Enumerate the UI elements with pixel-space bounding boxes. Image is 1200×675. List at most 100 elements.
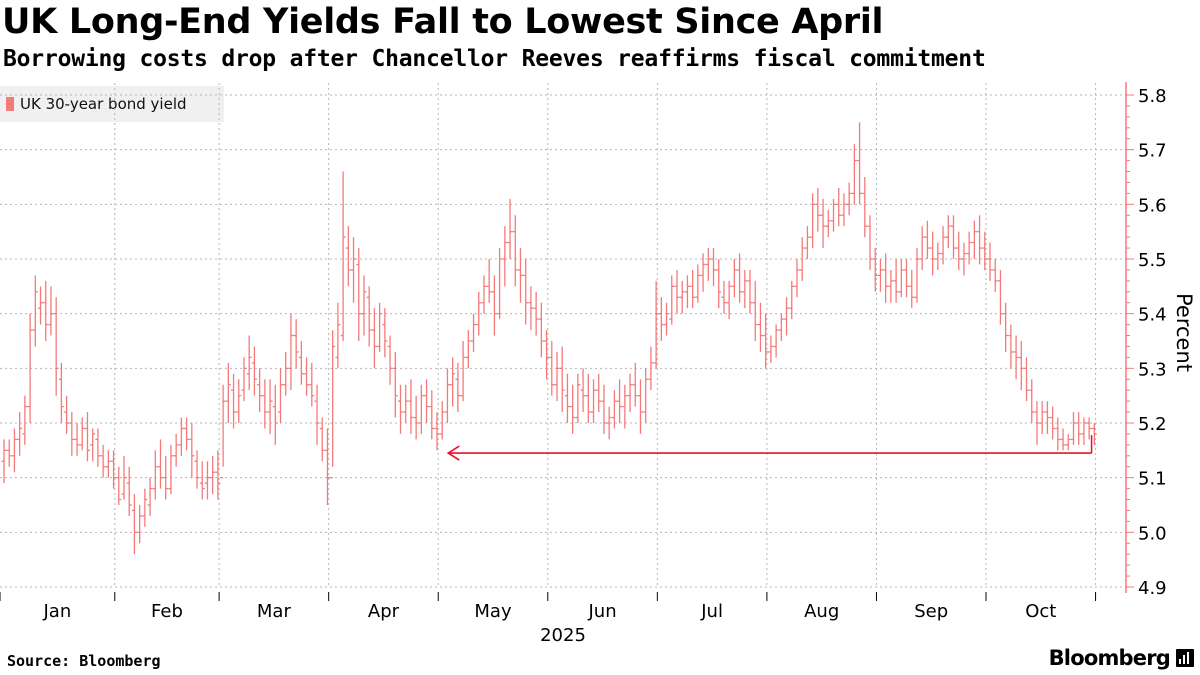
ohlc-bar <box>194 450 200 489</box>
ohlc-bar <box>643 368 649 423</box>
ohlc-bar <box>1018 341 1024 391</box>
ohlc-bar <box>481 275 487 314</box>
brand-logo: Bloomberg <box>1049 646 1194 670</box>
ohlc-bar <box>825 209 831 238</box>
ohlc-bar <box>6 439 12 467</box>
ohlc-bar <box>904 259 910 298</box>
ohlc-bar <box>846 182 852 216</box>
x-tick-label: Apr <box>368 601 400 622</box>
x-tick-label: Jul <box>700 601 723 622</box>
ohlc-bar <box>288 313 294 391</box>
ohlc-bar <box>637 379 643 434</box>
ohlc-bar <box>773 324 779 358</box>
ohlc-bar <box>544 330 550 380</box>
ohlc-bar <box>575 373 581 423</box>
ohlc-bar <box>820 198 826 249</box>
ohlc-bar <box>152 450 158 500</box>
ohlc-bar <box>1024 357 1030 402</box>
x-tick-label: May <box>474 601 512 622</box>
ohlc-bar <box>632 362 638 407</box>
ohlc-bar <box>283 351 289 396</box>
ohlc-bar <box>236 379 242 423</box>
ohlc-bar <box>38 286 44 325</box>
ohlc-bar <box>199 461 205 500</box>
ohlc-bar <box>158 439 164 489</box>
ohlc-bar <box>168 444 174 495</box>
ohlc-bar <box>658 297 664 341</box>
ohlc-bar <box>210 455 216 495</box>
ohlc-bar <box>246 335 252 391</box>
ohlc-bar <box>977 215 983 265</box>
ohlc-bar <box>444 368 450 423</box>
ohlc-bar <box>867 215 873 270</box>
ohlc-bar <box>1029 379 1035 423</box>
ohlc-bar <box>267 379 273 434</box>
ohlc-bar <box>497 248 503 320</box>
y-tick-label: 5.2 <box>1138 414 1167 435</box>
ohlc-bar <box>841 193 847 227</box>
ohlc-bar <box>1050 406 1056 440</box>
ohlc-bar <box>695 264 701 303</box>
ohlc-bar <box>512 215 518 287</box>
ohlc-bar <box>121 455 127 500</box>
ohlc-bar <box>90 428 96 462</box>
chart-title: UK Long-End Yields Fall to Lowest Since … <box>2 2 884 42</box>
ohlc-bar <box>893 259 899 303</box>
ohlc-bar <box>257 368 263 413</box>
ohlc-bar <box>371 308 377 369</box>
ohlc-bar <box>43 280 49 341</box>
ohlc-bar <box>1034 401 1040 445</box>
ohlc-bar <box>163 455 169 500</box>
ohlc-bar <box>784 297 790 336</box>
ohlc-bar <box>523 259 529 325</box>
y-tick-label: 5.5 <box>1138 250 1167 271</box>
ohlc-bar <box>611 390 617 429</box>
ohlc-bar <box>491 275 497 336</box>
ohlc-bar <box>591 379 597 423</box>
ohlc-bar <box>64 395 70 434</box>
ohlc-bar <box>225 362 231 423</box>
ohlc-bar <box>450 357 456 407</box>
ohlc-bar <box>335 302 341 369</box>
ohlc-bar <box>549 341 555 396</box>
brand-name: Bloomberg <box>1048 646 1171 670</box>
ohlc-bar <box>961 242 967 276</box>
ohlc-bar <box>726 280 732 320</box>
ohlc-bar <box>997 269 1003 325</box>
ohlc-bar <box>945 215 951 249</box>
ohlc-bar <box>178 417 184 456</box>
ohlc-bar <box>815 187 821 232</box>
ohlc-bar <box>413 395 419 440</box>
ohlc-bar <box>387 335 393 385</box>
ohlc-bar <box>888 269 894 303</box>
ohlc-bar <box>674 269 680 314</box>
ohlc-bar <box>872 248 878 292</box>
ohlc-bar <box>1065 433 1071 451</box>
ohlc-bar <box>429 390 435 440</box>
ohlc-bar <box>314 384 320 445</box>
ohlc-bar <box>1060 428 1066 451</box>
ohlc-bar <box>116 466 122 505</box>
ohlc-bar <box>319 417 325 462</box>
ohlc-bar <box>147 477 153 516</box>
ohlc-bar <box>737 253 743 303</box>
ohlc-bar <box>919 226 925 270</box>
x-tick-label: Jun <box>587 601 616 622</box>
y-tick-label: 5.7 <box>1138 141 1167 162</box>
ohlc-bar <box>669 275 675 325</box>
ohlc-bar <box>48 286 54 336</box>
ohlc-bar <box>935 242 941 270</box>
ohlc-bar <box>862 177 868 238</box>
ohlc-bar <box>439 401 445 440</box>
y-tick-label: 5.1 <box>1138 469 1167 490</box>
ohlc-bar <box>940 226 946 265</box>
x-year-label: 2025 <box>540 625 586 646</box>
ohlc-bar <box>507 198 513 259</box>
ohlc-bar <box>111 450 117 489</box>
ohlc-bar <box>757 302 763 352</box>
ohlc-bar <box>58 362 64 423</box>
ohlc-bar <box>1003 302 1009 352</box>
ohlc-bar <box>1044 401 1050 434</box>
ohlc-bar <box>763 313 769 369</box>
